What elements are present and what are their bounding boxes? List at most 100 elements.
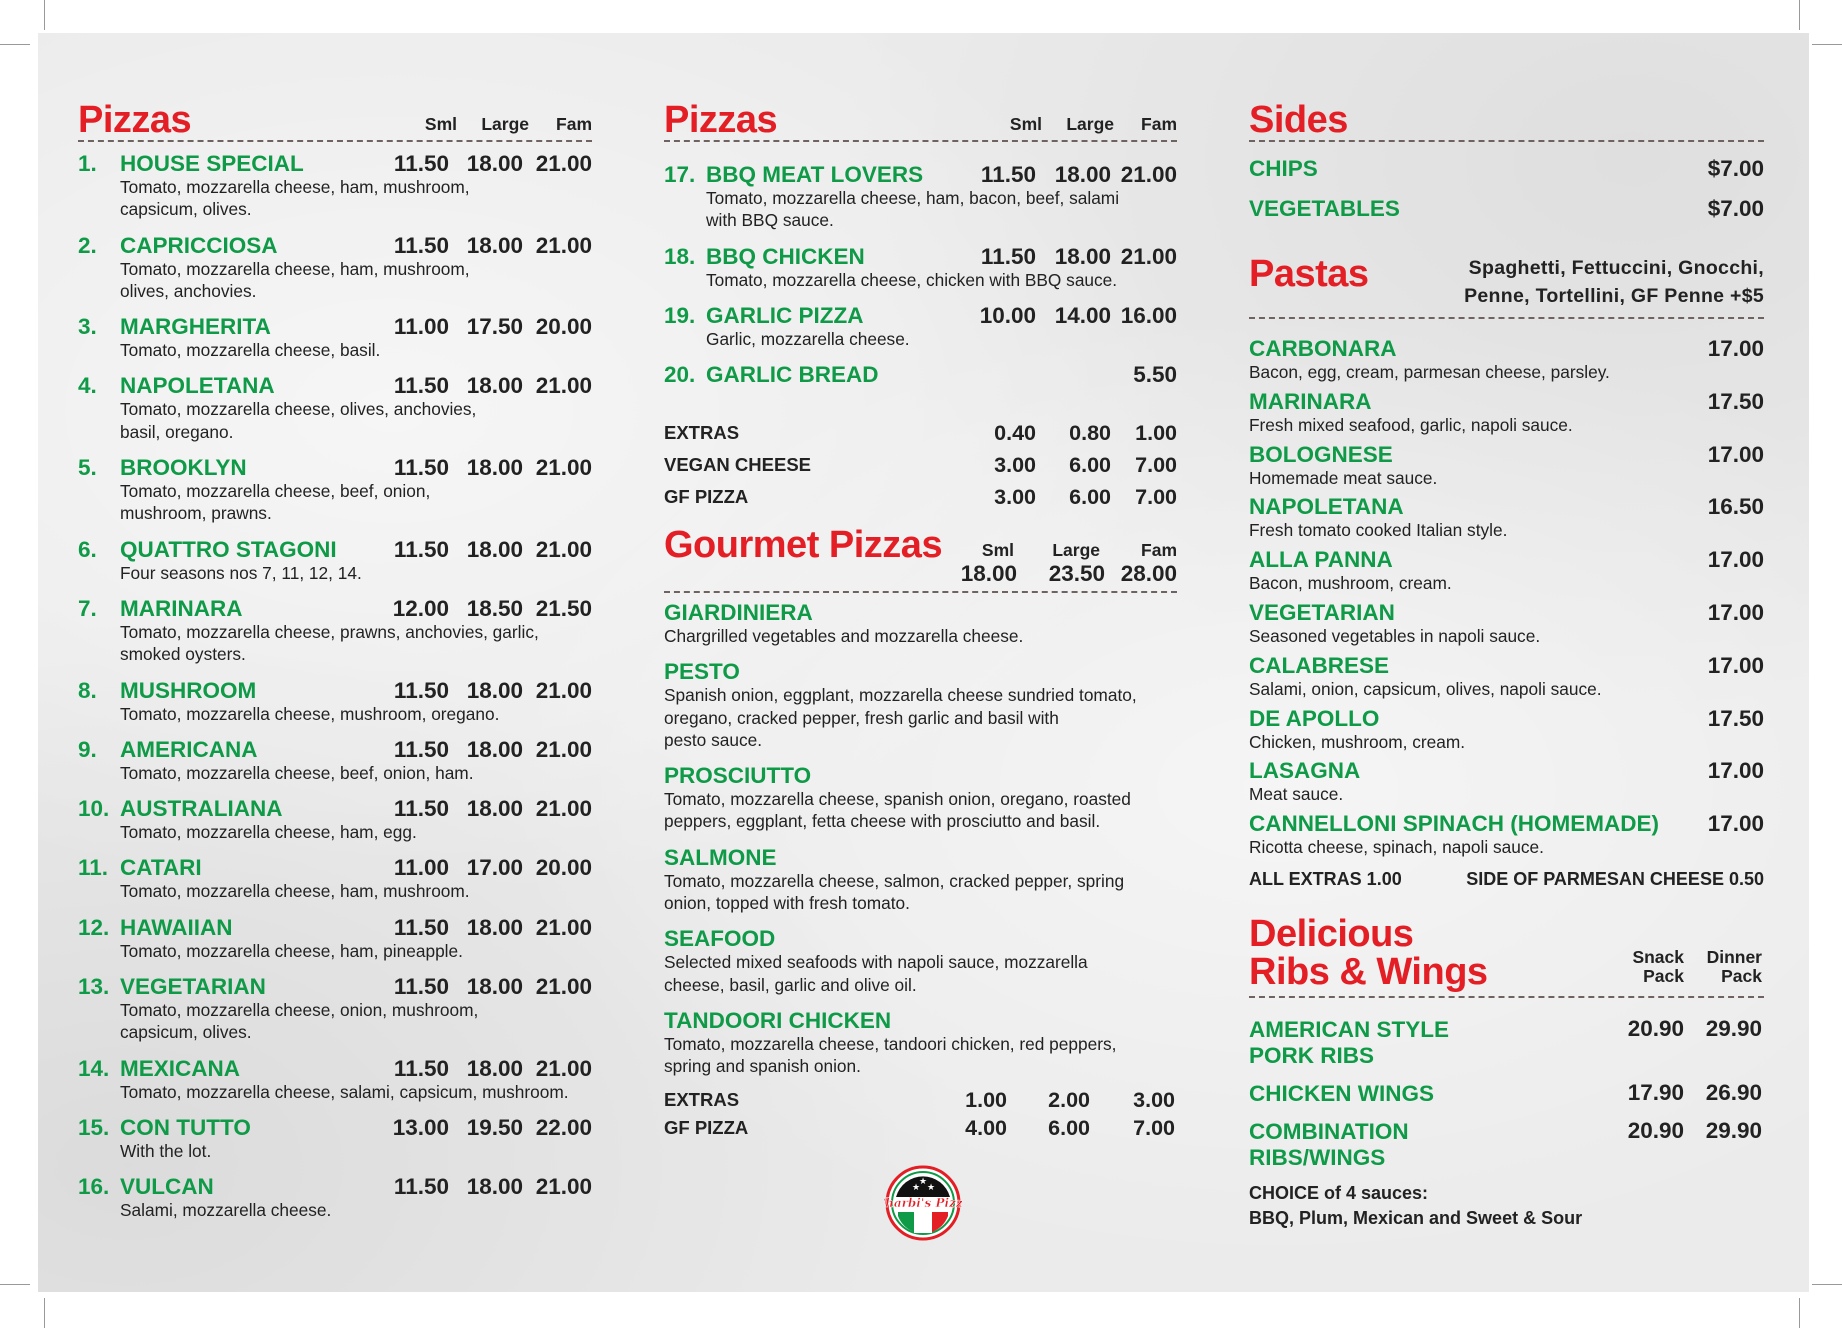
sides-list: CHIPS $7.00 VEGETABLES $7.00: [1249, 157, 1764, 237]
item-price-snack: 17.90: [1627, 1080, 1684, 1105]
extras-price: 6.00: [1069, 453, 1111, 477]
item-number: 13.: [78, 974, 110, 1000]
item-price-sml: 11.50: [980, 243, 1036, 269]
item-price: 17.00: [1707, 336, 1764, 361]
item-price-large: 18.50: [466, 595, 523, 621]
item-price-large: 18.00: [466, 914, 523, 940]
item-name: CALABRESE: [1249, 652, 1390, 678]
gourmet-price-fam: 28.00: [1120, 561, 1177, 586]
item-price-fam: 21.00: [535, 736, 592, 762]
pizzas-column-middle: Pizzas Sml Large Fam 17. BBQ MEAT LOVERS 1…: [664, 0, 1177, 1300]
item-description: Chicken, mushroom, cream.: [1249, 731, 1466, 752]
item-price-fam: 20.00: [535, 314, 592, 340]
pastas-title: Pastas: [1249, 253, 1369, 295]
extras-price: 6.00: [1069, 485, 1111, 509]
section-title: Pizzas: [664, 99, 778, 141]
extras-price: 7.00: [1135, 453, 1177, 477]
svg-text:★: ★: [919, 1177, 927, 1187]
item-price: 17.50: [1707, 705, 1764, 731]
pasta-item: MARINARA 17.50 Fresh mixed seafood, garlic…: [1249, 389, 1764, 436]
item-price-fam: 21.00: [535, 455, 592, 481]
col-header-large: Large: [481, 114, 529, 134]
item-description: Bacon, egg, cream, parmesan cheese, pars…: [1249, 362, 1610, 382]
item-description: Tomato, mozzarella cheese, ham, mushroom…: [120, 177, 470, 220]
logo-graphic: ★ ★ ★ Charbi's Pizza: [875, 1165, 971, 1241]
extras-label: EXTRAS: [664, 422, 740, 443]
item-name: SEAFOOD: [664, 926, 776, 952]
extras-label: VEGAN CHEESE: [664, 454, 812, 475]
item-price-sml: 11.50: [393, 455, 449, 481]
item-name: CARBONARA: [1249, 336, 1397, 361]
item-price-large: 18.00: [466, 232, 523, 258]
item-price-snack: 20.90: [1627, 1016, 1684, 1041]
divider: [1249, 140, 1764, 142]
pizza-list: 17. BBQ MEAT LOVERS 11.50 18.00 21.00 Tomato,…: [664, 163, 1177, 401]
item-name: GARLIC BREAD: [706, 362, 879, 388]
item-name: HOUSE SPECIAL: [120, 151, 304, 176]
menu-item: 18. BBQ CHICKEN 11.50 18.00 21.00 Tomato, moz…: [664, 243, 1177, 291]
pasta-item: VEGETARIAN 17.00 Seasoned vegetables in na…: [1249, 599, 1764, 647]
menu-item: 8. MUSHROOM 11.50 18.00 21.00 Tomato, mozzare…: [78, 678, 592, 725]
item-price: $7.00: [1707, 156, 1764, 181]
pasta-item: DE APOLLO 17.50 Chicken, mushroom, cream.: [1249, 705, 1764, 753]
item-number: 11.: [78, 855, 109, 881]
right-column: Sides CHIPS $7.00 VEGETABLES $7.00 Pastas S…: [1249, 0, 1764, 1300]
extras-row: EXTRAS 1.00 2.00 3.00: [664, 1088, 1177, 1116]
gourmet-extras-list: EXTRAS 1.00 2.00 3.00 GF PIZZA 4.00 6.00 7.00: [664, 1088, 1177, 1144]
item-name: MARGHERITA: [120, 314, 271, 340]
item-price: 16.50: [1707, 494, 1764, 520]
menu-item: 17. BBQ MEAT LOVERS 11.50 18.00 21.00 Tomato,…: [664, 163, 1177, 232]
item-name: AMERICANA: [120, 736, 258, 762]
col-header-snack-pack: Snack Pack: [1632, 947, 1684, 986]
menu-item: 19. GARLIC PIZZA 10.00 14.00 16.00 Garlic, mo…: [664, 302, 1177, 350]
item-description: Fresh tomato cooked Italian style.: [1249, 520, 1508, 541]
item-description: Ricotta cheese, spinach, napoli sauce.: [1249, 837, 1544, 858]
menu-item: 14. MEXICANA 11.50 18.00 21.00 Tomato, mozzar…: [78, 1055, 592, 1103]
item-description: Tomato, mozzarella cheese, tandoori chic…: [664, 1033, 1117, 1077]
pasta-list: CARBONARA 17.00 Bacon, egg, cream, parmesa…: [1249, 337, 1764, 865]
ribs-list: AMERICAN STYLE PORK RIBS 20.90 29.90 CHICKE…: [1249, 1017, 1764, 1183]
item-price-fam: 16.00: [1120, 302, 1177, 328]
item-price-large: 18.00: [466, 736, 523, 762]
item-number: 18.: [664, 243, 696, 269]
item-name: SALMONE: [664, 844, 777, 870]
item-name: MEXICANA: [120, 1055, 241, 1081]
item-price-sml: 11.50: [393, 796, 449, 822]
item-name: CHICKEN WINGS: [1249, 1081, 1434, 1106]
item-price-fam: 21.00: [535, 796, 592, 822]
item-price-sml: 11.50: [393, 232, 449, 258]
menu-sheet: [38, 33, 1809, 1292]
item-price-sml: 11.50: [393, 914, 449, 940]
item-price-large: 17.00: [466, 855, 523, 881]
extras-price: 6.00: [1048, 1116, 1090, 1140]
item-name: VEGETARIAN: [1249, 599, 1395, 625]
item-price-sml: 11.00: [393, 314, 449, 340]
item-price-sml: 11.50: [393, 151, 449, 176]
sauces-label: CHOICE of 4 sauces:: [1249, 1183, 1429, 1203]
item-name: VEGETABLES: [1249, 196, 1400, 221]
item-number: 17.: [664, 162, 696, 187]
item-price-fam: 21.00: [535, 536, 592, 562]
menu-item: 13. VEGETARIAN 11.50 18.00 21.00 Tomato, mozz…: [78, 975, 592, 1044]
item-price-sml: 11.50: [393, 974, 449, 1000]
col-header-dinner-pack: Dinner Pack: [1706, 947, 1762, 986]
item-price-fam: 21.00: [535, 151, 592, 176]
menu-item: 12. HAWAIIAN 11.50 18.00 21.00 Tomato, mozzar…: [78, 914, 592, 962]
extras-price: 0.40: [994, 421, 1036, 445]
menu-item: 15. CON TUTTO 13.00 19.50 22.00 With the lot.: [78, 1115, 592, 1162]
extras-price: 1.00: [1135, 421, 1177, 445]
item-number: 1.: [78, 151, 97, 176]
pasta-item: NAPOLETANA 16.50 Fresh tomato cooked Itali…: [1249, 495, 1764, 541]
item-description: Fresh mixed seafood, garlic, napoli sauc…: [1249, 414, 1573, 435]
item-name: PESTO: [664, 659, 740, 685]
item-name: DE APOLLO: [1249, 705, 1380, 731]
gourmet-item: TANDOORI CHICKEN Tomato, mozzarella chees…: [664, 1008, 1177, 1078]
pasta-item: ALLA PANNA 17.00 Bacon, mushroom, cream.: [1249, 548, 1764, 594]
item-description: Tomato, mozzarella cheese, salmon, crack…: [664, 870, 1125, 914]
col-header-fam: Fam: [1141, 114, 1177, 134]
item-price-large: 17.50: [466, 314, 523, 340]
item-number: 6.: [78, 536, 97, 562]
col-header-sml: Sml: [1009, 114, 1042, 134]
item-number: 19.: [664, 302, 696, 328]
menu-item: 5. BROOKLYN 11.50 18.00 21.00 Tomato, mozzare…: [78, 456, 592, 525]
